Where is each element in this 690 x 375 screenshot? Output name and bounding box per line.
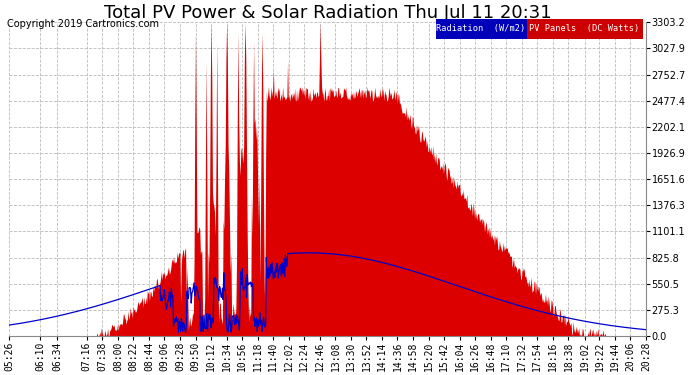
Text: PV Panels  (DC Watts): PV Panels (DC Watts)	[529, 24, 640, 33]
FancyBboxPatch shape	[435, 19, 526, 39]
FancyBboxPatch shape	[526, 19, 642, 39]
Title: Total PV Power & Solar Radiation Thu Jul 11 20:31: Total PV Power & Solar Radiation Thu Jul…	[104, 4, 551, 22]
Text: Radiation  (W/m2): Radiation (W/m2)	[437, 24, 526, 33]
Text: Copyright 2019 Cartronics.com: Copyright 2019 Cartronics.com	[7, 19, 159, 29]
